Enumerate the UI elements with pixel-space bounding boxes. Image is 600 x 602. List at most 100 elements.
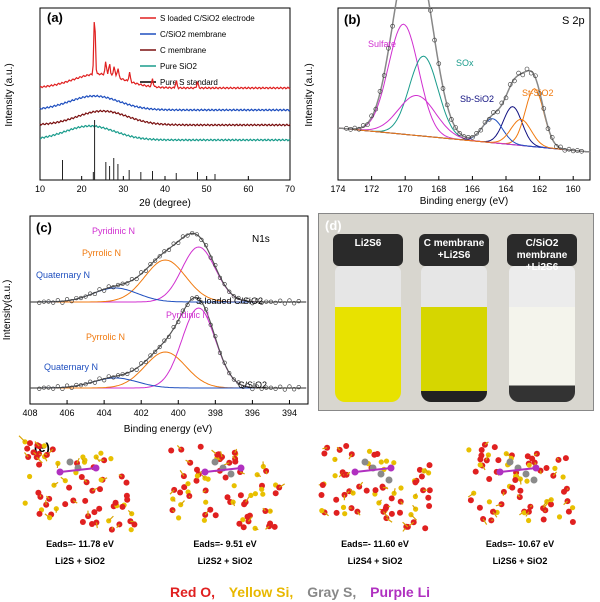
panel-b-ylabel: Intensity (a.u.) bbox=[304, 63, 315, 126]
a-series-line bbox=[39, 21, 291, 90]
silicon-atom bbox=[27, 473, 33, 480]
oxygen-atom bbox=[422, 525, 429, 532]
bond bbox=[566, 488, 569, 490]
bond bbox=[402, 521, 409, 528]
bond bbox=[188, 495, 191, 498]
c-data-point bbox=[199, 300, 204, 305]
oxygen-atom bbox=[467, 497, 474, 504]
panel-a-ylabel: Intensity (a.u.) bbox=[4, 63, 15, 126]
c-data-point bbox=[83, 382, 88, 387]
c-data-point bbox=[162, 249, 167, 254]
bond bbox=[127, 510, 133, 515]
bond bbox=[239, 471, 245, 475]
bond bbox=[108, 515, 114, 522]
c-data-point bbox=[78, 295, 84, 301]
vial-li2s6: Li2S6 bbox=[333, 234, 403, 402]
c-data-point bbox=[194, 232, 199, 237]
bond bbox=[265, 470, 268, 475]
c-data-point bbox=[292, 301, 297, 306]
vial-cap-2: C membrane +Li2S6 bbox=[419, 234, 489, 266]
silicon-atom bbox=[332, 473, 338, 479]
c-data-point bbox=[208, 255, 213, 260]
oxygen-atom bbox=[62, 501, 69, 508]
b-data-point bbox=[520, 72, 526, 78]
oxygen-atom bbox=[512, 477, 519, 483]
oxygen-atom bbox=[388, 510, 395, 517]
bond bbox=[232, 455, 236, 460]
silicon-atom bbox=[486, 499, 492, 505]
b-data-point bbox=[575, 148, 580, 153]
c-data-point bbox=[273, 386, 278, 391]
c-fit-component bbox=[30, 259, 307, 303]
oxygen-atom bbox=[36, 450, 42, 457]
c-data-point bbox=[236, 380, 241, 385]
oxygen-atom bbox=[542, 507, 549, 514]
b-xtick-label: 172 bbox=[364, 184, 379, 194]
bond bbox=[34, 441, 40, 447]
bond bbox=[358, 481, 364, 487]
bond bbox=[519, 478, 522, 485]
c-data-point bbox=[115, 282, 121, 288]
c-data-point bbox=[296, 385, 301, 390]
oxygen-atom bbox=[476, 504, 483, 511]
bond bbox=[56, 463, 59, 469]
c-xtick-label: 408 bbox=[22, 408, 37, 418]
c-data-point bbox=[41, 299, 47, 304]
silicon-atom bbox=[230, 499, 236, 505]
b-data-point bbox=[457, 131, 463, 136]
c-data-point bbox=[153, 258, 158, 263]
b-data-point bbox=[495, 109, 500, 115]
b-xtick-label: 166 bbox=[465, 184, 480, 194]
vial-cap-1: Li2S6 bbox=[333, 234, 403, 266]
oxygen-atom bbox=[483, 457, 490, 464]
b-data-point bbox=[478, 127, 484, 133]
a-xtick-label: 20 bbox=[77, 184, 87, 194]
b-xtick-label: 160 bbox=[566, 184, 581, 194]
oxygen-atom bbox=[478, 447, 485, 453]
bond bbox=[346, 471, 351, 476]
oxygen-atom bbox=[267, 520, 274, 527]
bond bbox=[408, 521, 415, 527]
annot-pyridinic-bottom: Pyridinic N bbox=[166, 310, 209, 320]
silicon-atom bbox=[203, 499, 209, 505]
b-data-point bbox=[390, 23, 395, 29]
a-legend-entry: C membrane bbox=[160, 46, 207, 55]
oxygen-atom bbox=[82, 497, 89, 504]
oxygen-atom bbox=[565, 508, 572, 515]
c-data-point bbox=[148, 261, 153, 267]
adsorption-system: Li2S2 + SiO2 bbox=[198, 556, 253, 566]
oxygen-atom bbox=[491, 444, 498, 451]
oxygen-atom bbox=[524, 453, 531, 460]
oxygen-atom bbox=[89, 487, 96, 494]
bond bbox=[33, 451, 37, 455]
bond bbox=[232, 501, 236, 507]
sulfur-atom bbox=[522, 470, 530, 478]
a-legend-entry: Pure SiO2 bbox=[160, 62, 197, 71]
oxygen-atom bbox=[236, 520, 243, 527]
c-data-point bbox=[92, 380, 97, 385]
bond bbox=[254, 527, 259, 531]
b-data-point bbox=[474, 130, 479, 136]
bond bbox=[18, 435, 26, 443]
panel-c-title: N1s bbox=[252, 234, 270, 245]
sulfur-atom bbox=[377, 470, 385, 478]
panel-c-xps-n1s: (c) N1s 408 406 404 402 400 398 396 394 Pyridin… bbox=[2, 215, 309, 434]
bond bbox=[176, 445, 182, 450]
c-data-point bbox=[259, 300, 264, 305]
bond bbox=[169, 489, 175, 495]
c-data-point bbox=[106, 374, 111, 379]
c-xtick-label: 400 bbox=[171, 408, 186, 418]
c-data-point bbox=[143, 268, 148, 273]
bond bbox=[393, 488, 396, 494]
b-data-point bbox=[562, 147, 568, 153]
b-fit-component bbox=[337, 118, 591, 153]
li-s-bond bbox=[499, 467, 537, 473]
bond bbox=[76, 457, 80, 464]
c-data-point bbox=[111, 375, 116, 380]
oxygen-atom bbox=[343, 443, 350, 449]
oxygen-atom bbox=[333, 509, 340, 516]
bond bbox=[491, 519, 494, 521]
c-data-point bbox=[268, 299, 274, 304]
c-data-point bbox=[259, 386, 264, 391]
c-data-point bbox=[213, 263, 218, 268]
